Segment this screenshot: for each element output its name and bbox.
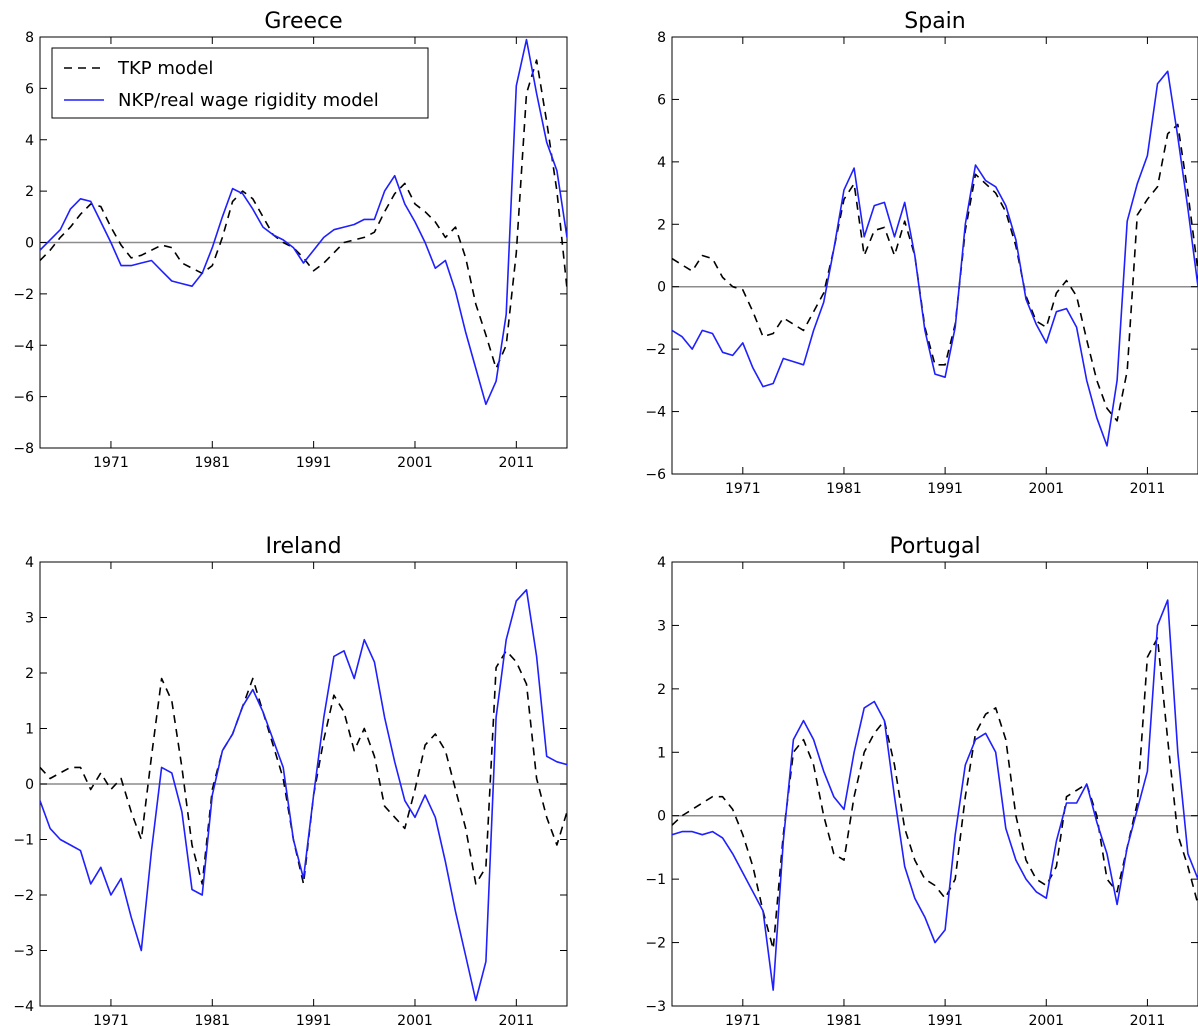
x-tick-label: 1981 [194, 455, 230, 471]
x-tick-label: 2011 [499, 1013, 535, 1026]
y-tick-label: −2 [645, 936, 666, 952]
y-tick-label: −6 [645, 467, 666, 483]
plot-area [671, 36, 1198, 475]
legend-box [51, 47, 429, 119]
y-tick-label: −1 [13, 833, 34, 849]
x-tick-label: 1981 [826, 481, 862, 497]
y-tick-label: 2 [657, 682, 666, 698]
y-tick-label: 1 [657, 745, 666, 761]
y-tick-label: 2 [657, 217, 666, 233]
series-line-tkp [40, 649, 567, 885]
legend-tkp-label: TKP model [117, 58, 213, 79]
x-tick-label: 1971 [93, 1013, 129, 1026]
y-tick-label: −4 [13, 338, 34, 354]
y-tick-label: 3 [25, 611, 34, 627]
subplot-title: Greece [264, 9, 342, 34]
y-tick-label: −1 [645, 872, 666, 888]
x-tick-label: 2001 [397, 455, 433, 471]
subplot-spain: Spain −6 −4 −2 0 2 4 6 8 1971 1981 1991 2001 2011 [645, 9, 1198, 497]
y-tick-label: 4 [657, 555, 666, 571]
y-tick-label: 8 [25, 30, 34, 46]
y-tick-label: 4 [657, 155, 666, 171]
y-tick-label: −3 [645, 999, 666, 1015]
y-tick-label: −4 [645, 405, 666, 421]
y-tick-label: 0 [25, 777, 34, 793]
x-tick-label: 2011 [1130, 1013, 1166, 1026]
y-tick-label: −4 [13, 999, 34, 1015]
legend: TKP model NKP/real wage rigidity model [51, 47, 429, 119]
x-tick-label: 1991 [927, 1013, 963, 1026]
y-tick-label: 2 [25, 666, 34, 682]
x-tick-label: 2001 [1028, 1013, 1064, 1026]
y-tick-label: −3 [13, 944, 34, 960]
y-tick-label: 8 [657, 30, 666, 46]
y-tick-label: 2 [25, 184, 34, 200]
y-tick-label: −2 [645, 342, 666, 358]
x-tick-label: 1991 [296, 455, 332, 471]
x-tick-label: 2011 [499, 455, 535, 471]
series-line-nkp [40, 38, 567, 406]
series-line-tkp [40, 59, 567, 370]
subplot-title: Portugal [889, 534, 980, 559]
legend-nkp-label: NKP/real wage rigidity model [118, 90, 379, 111]
series-line-tkp [672, 123, 1198, 422]
x-tick-label: 2011 [1130, 481, 1166, 497]
plot-area [671, 561, 1198, 1007]
series-line-tkp [672, 637, 1198, 950]
x-tick-label: 1991 [296, 1013, 332, 1026]
x-tick-label: 2001 [1028, 481, 1064, 497]
x-tick-label: 1971 [725, 1013, 761, 1026]
subplot-ireland: Ireland −4 −3 −2 −1 0 1 2 3 4 1971 1981 1991 2001 2011 [13, 534, 568, 1026]
y-tick-label: 4 [25, 133, 34, 149]
x-tick-label: 1971 [725, 481, 761, 497]
y-tick-label: 3 [657, 618, 666, 634]
x-tick-label: 1971 [93, 455, 129, 471]
x-tick-label: 1981 [826, 1013, 862, 1026]
series-line-nkp [672, 70, 1198, 447]
y-tick-label: 1 [25, 722, 34, 738]
y-tick-label: 6 [657, 92, 666, 108]
series-line-nkp [40, 588, 567, 1002]
x-tick-label: 1991 [927, 481, 963, 497]
subplot-portugal: Portugal −3 −2 −1 0 1 2 3 4 1971 1981 1991 2001 2011 [645, 534, 1198, 1026]
y-tick-label: −2 [13, 287, 34, 303]
x-tick-label: 1981 [194, 1013, 230, 1026]
y-tick-label: −2 [13, 888, 34, 904]
y-tick-label: 0 [657, 280, 666, 296]
x-tick-label: 2001 [397, 1013, 433, 1026]
y-tick-label: 0 [657, 809, 666, 825]
y-tick-label: −6 [13, 390, 34, 406]
y-tick-label: 0 [25, 236, 34, 252]
y-tick-label: 4 [25, 555, 34, 571]
subplot-title: Spain [904, 9, 965, 34]
y-tick-label: −8 [13, 441, 34, 457]
subplot-title: Ireland [265, 534, 341, 559]
y-tick-label: 6 [25, 81, 34, 97]
series-line-nkp [672, 599, 1198, 991]
